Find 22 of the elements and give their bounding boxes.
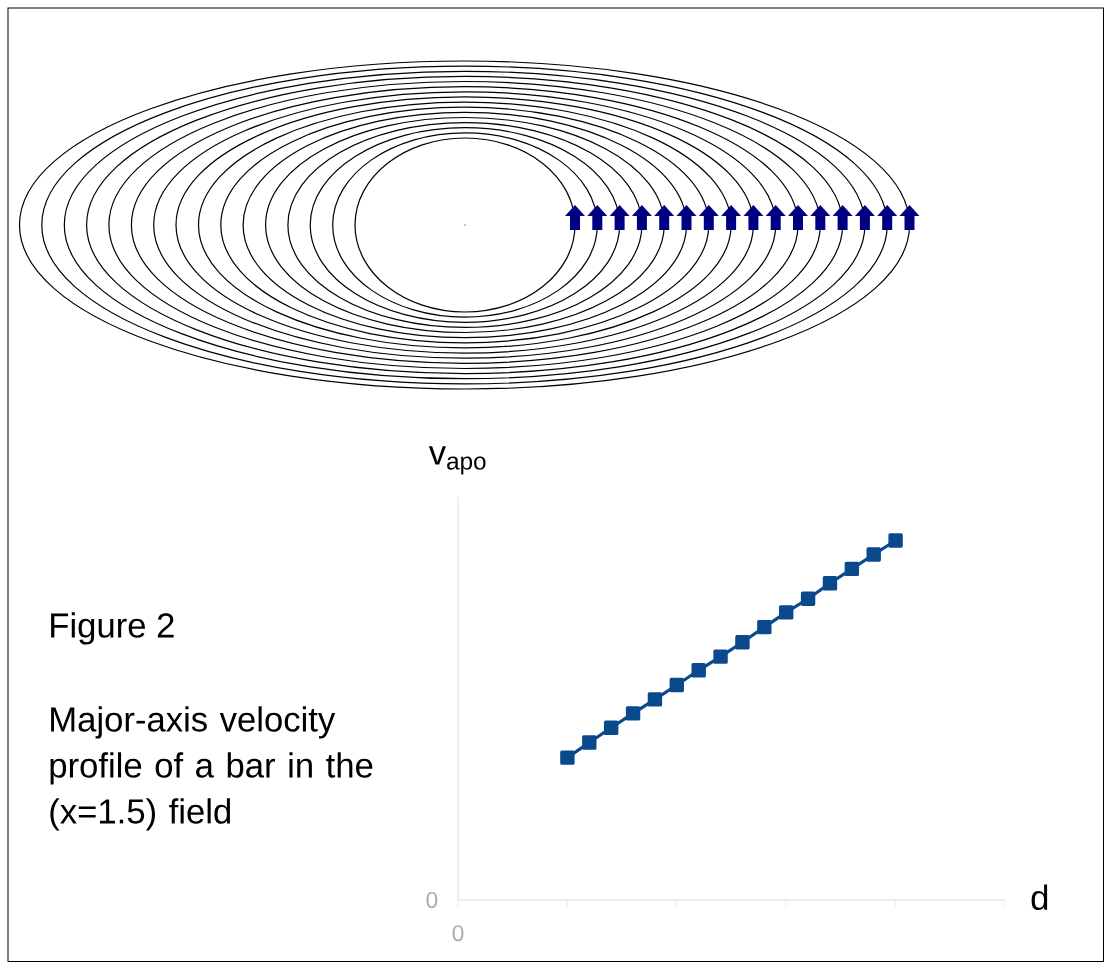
point xyxy=(888,533,903,548)
point xyxy=(844,561,860,577)
point xyxy=(603,720,619,735)
point xyxy=(779,605,794,620)
point xyxy=(691,663,706,678)
point xyxy=(669,677,685,693)
text: Major-axis velocity profile of a bar in the (x=1.5) field xyxy=(50,706,373,831)
point xyxy=(647,692,663,707)
point xyxy=(757,619,772,635)
text: 0 xyxy=(426,891,438,909)
point xyxy=(822,576,838,591)
point xyxy=(800,591,816,606)
point xyxy=(866,547,881,562)
text: 0 xyxy=(452,925,464,942)
text: Figure 2 xyxy=(51,612,174,645)
point xyxy=(735,635,750,650)
point xyxy=(582,735,597,750)
point xyxy=(560,750,575,765)
x-axis-title: d xyxy=(1031,884,1048,911)
y-axis-title: v$_{apo}$ xyxy=(428,446,486,475)
point xyxy=(625,706,641,721)
point xyxy=(713,649,728,664)
